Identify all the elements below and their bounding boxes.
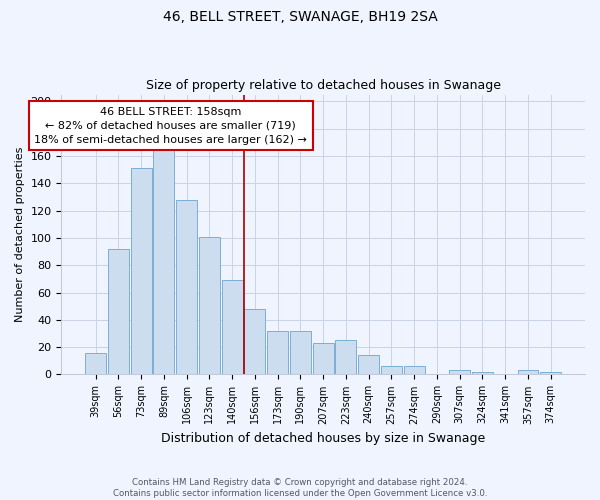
Title: Size of property relative to detached houses in Swanage: Size of property relative to detached ho… <box>146 79 501 92</box>
Bar <box>85 352 106 374</box>
Text: 46 BELL STREET: 158sqm
← 82% of detached houses are smaller (719)
18% of semi-de: 46 BELL STREET: 158sqm ← 82% of detached… <box>34 107 307 145</box>
Bar <box>108 249 129 374</box>
Bar <box>290 331 311 374</box>
Text: 46, BELL STREET, SWANAGE, BH19 2SA: 46, BELL STREET, SWANAGE, BH19 2SA <box>163 10 437 24</box>
Bar <box>381 366 402 374</box>
Bar <box>358 356 379 374</box>
Bar <box>518 370 538 374</box>
Text: Contains HM Land Registry data © Crown copyright and database right 2024.
Contai: Contains HM Land Registry data © Crown c… <box>113 478 487 498</box>
Bar <box>176 200 197 374</box>
Bar <box>267 331 288 374</box>
Bar <box>244 309 265 374</box>
X-axis label: Distribution of detached houses by size in Swanage: Distribution of detached houses by size … <box>161 432 485 445</box>
Bar <box>335 340 356 374</box>
Bar <box>472 372 493 374</box>
Bar <box>154 149 175 374</box>
Bar <box>404 366 425 374</box>
Bar <box>131 168 152 374</box>
Bar <box>540 372 561 374</box>
Bar <box>313 343 334 374</box>
Y-axis label: Number of detached properties: Number of detached properties <box>15 147 25 322</box>
Bar <box>449 370 470 374</box>
Bar <box>222 280 242 374</box>
Bar <box>199 236 220 374</box>
